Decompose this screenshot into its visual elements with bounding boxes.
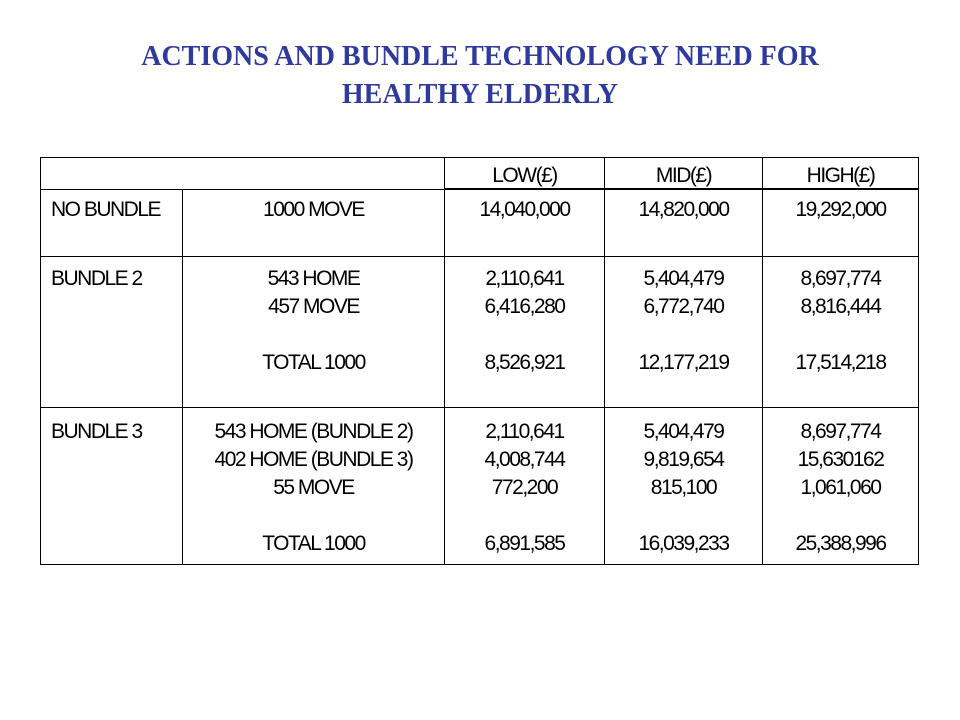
page-title-line-1: ACTIONS AND BUNDLE TECHNOLOGY NEED FOR: [141, 41, 819, 72]
row-items: 1000 MOVE: [182, 188, 445, 257]
row-label: BUNDLE 2: [40, 256, 183, 408]
header-high: HIGH(£): [762, 157, 919, 190]
row-low-values: 2,110,641 6,416,280 8,526,921: [444, 256, 605, 408]
table-header-row: LOW(£) MID(£) HIGH(£): [40, 157, 919, 190]
row-items: 543 HOME 457 MOVE TOTAL 1000: [182, 256, 445, 408]
row-high-values: 19,292,000: [762, 188, 919, 257]
row-high-values: 8,697,774 8,816,444 17,514,218: [762, 256, 919, 408]
row-mid-values: 5,404,479 9,819,654 815,100 16,039,233: [604, 407, 763, 565]
header-blank-cell: [40, 157, 445, 190]
header-mid: MID(£): [604, 157, 763, 190]
row-low-values: 14,040,000: [444, 188, 605, 257]
table-row: NO BUNDLE 1000 MOVE 14,040,000 14,820,00…: [40, 188, 919, 257]
row-label: NO BUNDLE: [40, 188, 183, 257]
cost-table: LOW(£) MID(£) HIGH(£) NO BUNDLE 1000 MOV…: [40, 157, 919, 565]
row-items: 543 HOME (BUNDLE 2) 402 HOME (BUNDLE 3) …: [182, 407, 445, 565]
table-row: BUNDLE 2 543 HOME 457 MOVE TOTAL 1000 2,…: [40, 256, 919, 408]
row-mid-values: 14,820,000: [604, 188, 763, 257]
page-title-line-2: HEALTHY ELDERLY: [341, 79, 619, 110]
page-title: ACTIONS AND BUNDLE TECHNOLOGY NEED FOR H…: [0, 38, 960, 114]
header-low: LOW(£): [444, 157, 605, 190]
row-label: BUNDLE 3: [40, 407, 183, 565]
table-row: BUNDLE 3 543 HOME (BUNDLE 2) 402 HOME (B…: [40, 407, 919, 565]
row-high-values: 8,697,774 15,630162 1,061,060 25,388,996: [762, 407, 919, 565]
row-low-values: 2,110,641 4,008,744 772,200 6,891,585: [444, 407, 605, 565]
row-mid-values: 5,404,479 6,772,740 12,177,219: [604, 256, 763, 408]
